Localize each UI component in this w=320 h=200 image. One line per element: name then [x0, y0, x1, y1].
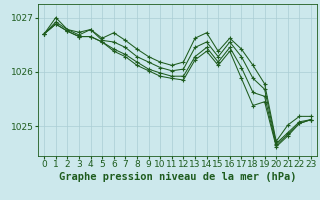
X-axis label: Graphe pression niveau de la mer (hPa): Graphe pression niveau de la mer (hPa): [59, 172, 296, 182]
